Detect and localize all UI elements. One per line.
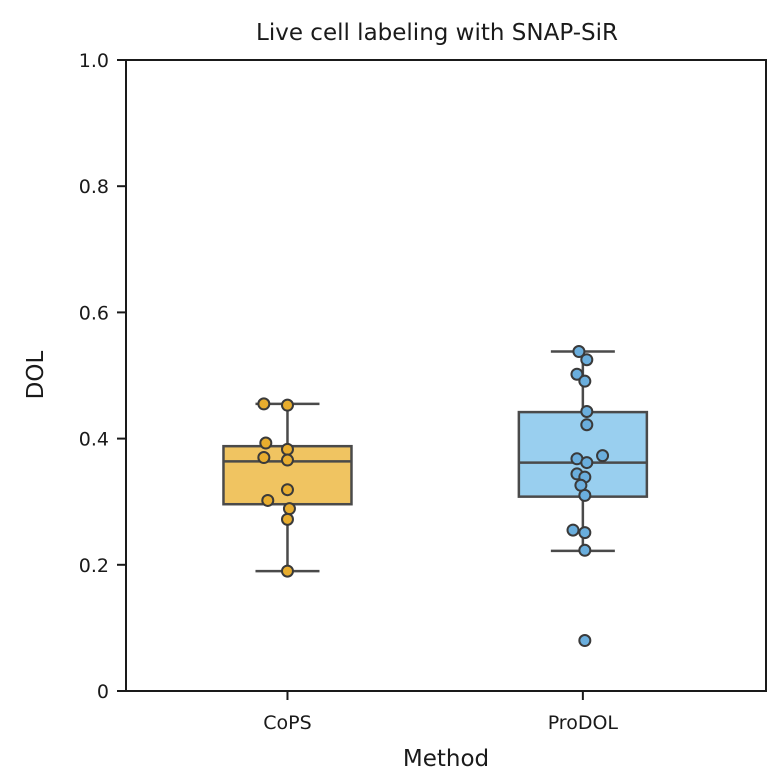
data-point: [280, 442, 294, 456]
y-tick-label: 1.0: [79, 50, 109, 72]
data-point: [580, 456, 594, 470]
data-point: [572, 345, 586, 359]
y-axis-title: DOL: [23, 351, 49, 400]
data-point: [282, 502, 296, 516]
y-tick-label: 0: [97, 681, 109, 703]
data-point: [261, 493, 275, 507]
data-point: [578, 634, 592, 648]
y-tick-label: 0.6: [79, 302, 109, 324]
data-point: [257, 397, 271, 411]
y-tick-label: 0.8: [79, 176, 109, 198]
plot-layer: [222, 345, 649, 648]
chart-title: Live cell labeling with SNAP-SiR: [256, 20, 618, 46]
y-tick-label: 0.2: [79, 555, 109, 577]
y-tick-label: 0.4: [79, 429, 109, 451]
data-point: [580, 353, 594, 367]
x-tick-label: CoPS: [263, 712, 311, 734]
x-tick-label: ProDOL: [548, 712, 619, 734]
data-point: [578, 374, 592, 388]
x-axis-title: Method: [403, 746, 489, 772]
data-point: [566, 523, 580, 537]
data-point: [570, 367, 584, 381]
data-point: [280, 453, 294, 467]
data-point: [596, 449, 610, 463]
box-group-prodol: [517, 345, 649, 648]
data-point: [280, 512, 294, 526]
data-point: [578, 526, 592, 540]
data-point: [259, 436, 273, 450]
data-point: [280, 564, 294, 578]
data-point: [580, 418, 594, 432]
axis-layer: 0 0.2 0.4 0.6 0.8 1.0 CoPS ProDOL: [79, 50, 619, 734]
data-point: [578, 543, 592, 557]
box-group-cops: [222, 397, 353, 578]
data-point: [280, 398, 294, 412]
data-point: [257, 451, 271, 465]
data-point: [580, 404, 594, 418]
data-point: [280, 483, 294, 497]
plot-frame: [125, 59, 767, 692]
data-point: [578, 488, 592, 502]
